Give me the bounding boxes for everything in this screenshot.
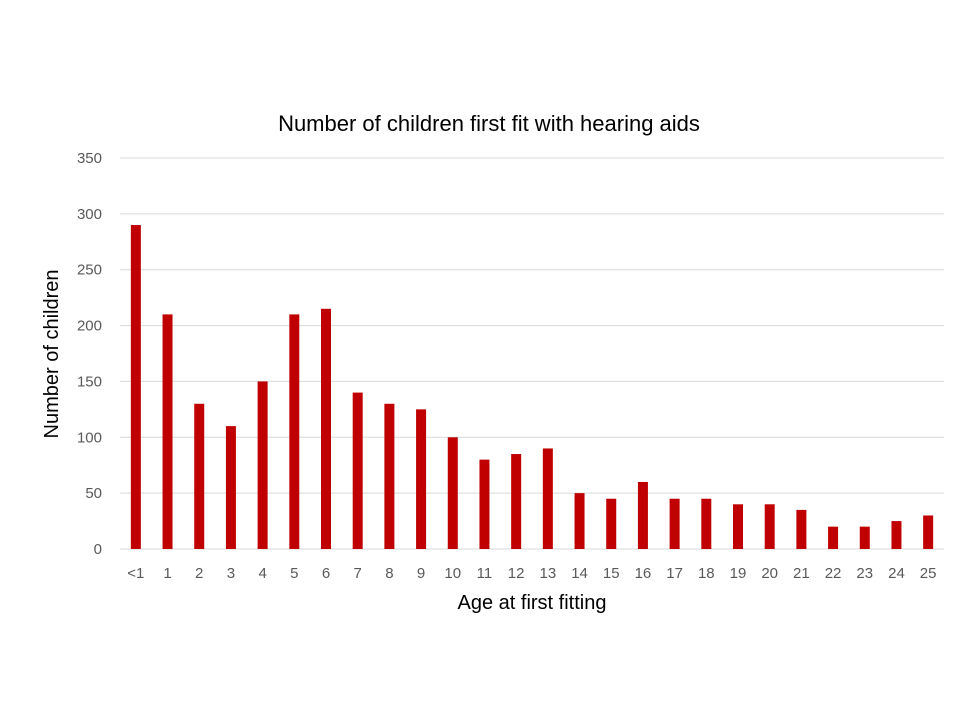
x-tick-label: 5 xyxy=(290,565,298,582)
bar xyxy=(574,493,585,549)
bar xyxy=(511,454,522,549)
bar xyxy=(321,308,331,549)
y-tick-label: 250 xyxy=(77,262,102,279)
x-tick-label: 12 xyxy=(508,565,525,582)
x-tick-label: 4 xyxy=(258,565,266,582)
x-tick-label: 20 xyxy=(761,565,778,582)
y-tick-labels: 0 50 100 150 200 250 300 350 xyxy=(77,150,102,558)
x-tick-label: 2 xyxy=(195,565,203,582)
x-tick-label: 6 xyxy=(322,565,330,582)
bar xyxy=(764,504,775,549)
x-tick-label: 25 xyxy=(920,565,937,582)
bar xyxy=(162,314,173,549)
y-tick-label: 150 xyxy=(77,373,102,390)
x-tick-label: 8 xyxy=(385,565,393,582)
bar xyxy=(637,481,648,549)
x-tick-label: 11 xyxy=(477,565,493,582)
bars xyxy=(130,225,934,549)
y-axis-title: Number of children xyxy=(41,270,63,439)
x-tick-label: 21 xyxy=(793,565,810,582)
x-tick-label: 23 xyxy=(856,565,873,582)
bar xyxy=(384,403,395,549)
x-axis-title: Age at first fitting xyxy=(458,592,607,614)
bar xyxy=(447,437,458,549)
bar xyxy=(194,403,205,549)
y-tick-label: 50 xyxy=(85,485,102,502)
x-tick-label: <1 xyxy=(127,565,144,582)
y-tick-label: 200 xyxy=(77,318,102,335)
x-tick-label: 10 xyxy=(444,565,461,582)
x-tick-label: 19 xyxy=(730,565,747,582)
bar xyxy=(923,515,934,549)
x-tick-label: 18 xyxy=(698,565,715,582)
bar xyxy=(352,392,363,549)
x-tick-label: 9 xyxy=(417,565,425,582)
y-tick-label: 100 xyxy=(77,429,102,446)
bar xyxy=(669,498,680,549)
bar xyxy=(733,504,743,549)
x-tick-label: 24 xyxy=(888,565,905,582)
bar xyxy=(606,498,617,549)
gridlines xyxy=(120,157,944,550)
x-tick-label: 22 xyxy=(825,565,842,582)
x-tick-label: 13 xyxy=(540,565,557,582)
bar xyxy=(416,409,427,549)
y-tick-label: 350 xyxy=(77,150,102,167)
bar xyxy=(257,381,268,549)
x-tick-label: 1 xyxy=(163,565,171,582)
x-tick-label: 17 xyxy=(666,565,683,582)
x-tick-labels: <1 1 2 3 4 5 6 7 8 9 10 11 12 13 14 15 16 17 18 19 20 21 22 23 2… xyxy=(127,565,936,582)
bar xyxy=(225,426,236,549)
bar xyxy=(289,314,300,549)
bar xyxy=(479,459,490,549)
x-tick-label: 16 xyxy=(635,565,652,582)
chart-title: Number of children first fit with hearin… xyxy=(278,111,700,136)
bar xyxy=(542,448,553,549)
x-tick-label: 7 xyxy=(354,565,362,582)
bar xyxy=(701,498,712,549)
bar xyxy=(891,521,902,549)
bar xyxy=(130,225,141,549)
bar xyxy=(828,526,839,549)
y-tick-label: 300 xyxy=(77,206,102,223)
x-tick-label: 15 xyxy=(603,565,620,582)
x-tick-label: 3 xyxy=(227,565,235,582)
bar xyxy=(859,526,870,549)
bar xyxy=(796,509,807,549)
y-tick-label: 0 xyxy=(94,541,102,558)
x-tick-label: 14 xyxy=(571,565,588,582)
